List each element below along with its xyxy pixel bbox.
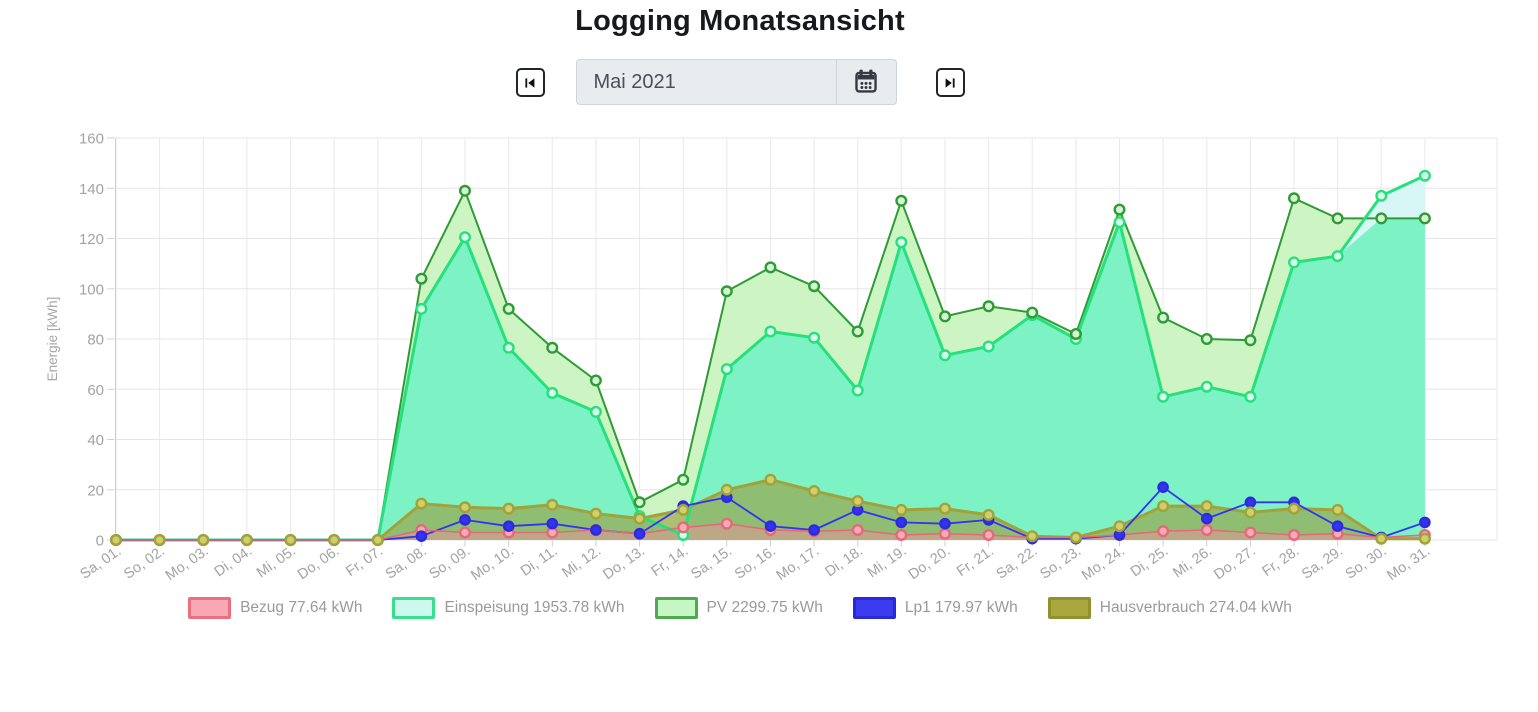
svg-text:So, 02.: So, 02. [121,543,168,582]
svg-text:Do, 20.: Do, 20. [906,543,953,583]
svg-text:Mo, 31.: Mo, 31. [1384,543,1433,584]
svg-text:0: 0 [96,533,104,550]
svg-text:Mo, 17.: Mo, 17. [774,543,823,584]
legend-swatch-lp1 [852,597,896,619]
legend-item-einspeisung[interactable]: Einspeisung 1953.78 kWh [392,597,625,619]
legend-label-lp1: Lp1 179.97 kWh [904,599,1018,616]
legend-swatch-pv [654,597,698,619]
calendar-icon [853,68,879,97]
svg-text:Di, 18.: Di, 18. [822,543,866,580]
svg-text:Energie [kWh]: Energie [kWh] [45,297,60,382]
svg-text:100: 100 [79,281,104,298]
svg-text:Fr, 21.: Fr, 21. [954,543,997,580]
legend-label-einspeisung: Einspeisung 1953.78 kWh [444,599,625,616]
legend-item-hausverbrauch[interactable]: Hausverbrauch 274.04 kWh [1047,597,1292,619]
month-navigation [0,59,1480,107]
svg-text:Di, 11.: Di, 11. [518,543,561,580]
month-input[interactable] [575,59,836,105]
legend-swatch-einspeisung [392,597,436,619]
svg-text:Sa, 08.: Sa, 08. [383,543,430,582]
prev-arrow-icon [523,76,537,90]
svg-text:Fr, 28.: Fr, 28. [1259,543,1302,580]
svg-text:Mi, 12.: Mi, 12. [559,543,604,581]
svg-text:Di, 25.: Di, 25. [1128,543,1172,580]
legend-label-hausverbrauch: Hausverbrauch 274.04 kWh [1099,599,1292,616]
svg-text:80: 80 [87,332,104,349]
svg-text:Fr, 07.: Fr, 07. [343,543,386,580]
chart-legend: Bezug 77.64 kWh Einspeisung 1953.78 kWh PV… [0,597,1480,619]
svg-text:Do, 27.: Do, 27. [1211,543,1258,583]
svg-text:Mi, 05.: Mi, 05. [254,543,299,581]
svg-text:Mo, 03.: Mo, 03. [163,543,212,584]
legend-label-pv: PV 2299.75 kWh [706,599,823,616]
prev-month-button[interactable] [515,68,545,97]
svg-text:So, 16.: So, 16. [732,543,779,582]
svg-text:160: 160 [79,131,104,148]
svg-text:Do, 06.: Do, 06. [295,543,342,583]
legend-item-lp1[interactable]: Lp1 179.97 kWh [852,597,1018,619]
svg-text:Sa, 29.: Sa, 29. [1299,543,1346,582]
legend-swatch-bezug [188,597,232,619]
svg-text:Mi, 26.: Mi, 26. [1170,543,1215,581]
svg-text:Sa, 15.: Sa, 15. [688,543,735,582]
legend-label-bezug: Bezug 77.64 kWh [240,599,363,616]
svg-text:Di, 04.: Di, 04. [212,543,256,580]
next-arrow-icon [943,76,957,90]
svg-text:20: 20 [87,482,104,499]
next-month-button[interactable] [935,68,965,97]
svg-text:So, 09.: So, 09. [426,543,473,582]
page-title: Logging Monatsansicht [575,5,905,37]
svg-text:Mi, 19.: Mi, 19. [865,543,910,581]
legend-swatch-hausverbrauch [1047,597,1091,619]
svg-text:60: 60 [87,382,104,399]
legend-item-pv[interactable]: PV 2299.75 kWh [654,597,823,619]
svg-text:Sa, 22.: Sa, 22. [994,543,1041,582]
svg-text:120: 120 [79,231,104,248]
svg-text:40: 40 [87,432,104,449]
svg-text:So, 30.: So, 30. [1343,543,1390,582]
svg-text:Mo, 24.: Mo, 24. [1079,543,1128,584]
legend-item-bezug[interactable]: Bezug 77.64 kWh [188,597,362,619]
svg-text:Do, 13.: Do, 13. [600,543,647,583]
calendar-button[interactable] [835,59,897,105]
svg-text:So, 23.: So, 23. [1037,543,1084,582]
svg-text:140: 140 [79,181,104,198]
svg-text:Mo, 10.: Mo, 10. [468,543,517,584]
month-input-group [575,59,897,105]
svg-text:Fr, 14.: Fr, 14. [649,543,692,580]
